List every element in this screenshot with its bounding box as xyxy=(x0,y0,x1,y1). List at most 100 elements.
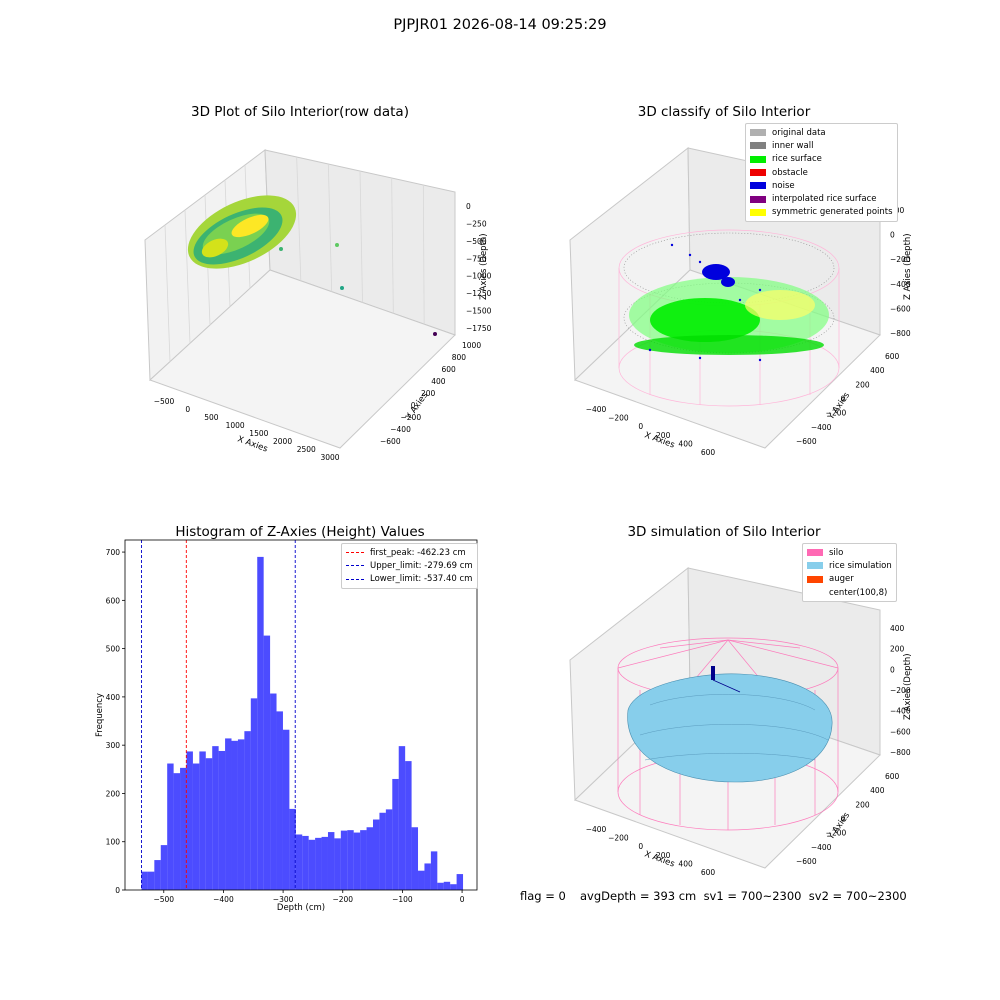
y-tick-label: −600 xyxy=(796,857,817,866)
y-tick-label: 600 xyxy=(885,352,900,361)
legend-label: original data xyxy=(772,127,826,138)
histogram-legend: first_peak: -462.23 cm Upper_limit: -279.… xyxy=(341,543,478,589)
z-tick-label: −1000 xyxy=(466,272,492,281)
histogram-bar xyxy=(186,751,193,890)
histogram-bar xyxy=(154,860,161,890)
legend-swatch xyxy=(750,195,766,203)
x-tick-label: 0 xyxy=(185,405,190,414)
z-tick-label: 400 xyxy=(890,624,905,633)
y-tick-label: −400 xyxy=(390,425,411,434)
z-tick-label: −600 xyxy=(890,727,911,736)
y-tick-label: 300 xyxy=(106,741,121,750)
y-tick-label: 0 xyxy=(115,886,120,895)
z-tick-label: −750 xyxy=(466,254,487,263)
histogram-bar xyxy=(282,729,290,890)
panel1-title: 3D Plot of Silo Interior(row data) xyxy=(191,104,409,120)
x-tick-label: −400 xyxy=(586,825,607,834)
x-tick-label: 400 xyxy=(678,439,693,448)
y-tick-label: 600 xyxy=(442,365,457,374)
histogram-bar xyxy=(212,746,219,890)
panel2-rice-surface xyxy=(629,277,829,355)
z-tick-label: −400 xyxy=(890,707,911,716)
panel4-title: 3D simulation of Silo Interior xyxy=(627,524,821,540)
histogram-bar xyxy=(205,758,213,890)
panel2-title: 3D classify of Silo Interior xyxy=(637,104,811,120)
legend-entry: interpolated rice surface xyxy=(750,192,893,205)
histogram-bar xyxy=(225,738,232,890)
histogram-bar xyxy=(173,773,181,890)
x-tick-label: 3000 xyxy=(320,453,339,462)
x-tick-label: 1500 xyxy=(249,429,268,438)
legend-swatch xyxy=(807,549,823,557)
histogram-bar xyxy=(334,838,341,890)
legend-swatch xyxy=(346,565,364,567)
y-tick-label: −600 xyxy=(380,437,401,446)
x-tick-label: 400 xyxy=(678,859,693,868)
y-tick-label: 200 xyxy=(106,789,121,798)
histogram-bar xyxy=(418,870,425,890)
histogram-bar xyxy=(353,832,361,890)
histogram-bar xyxy=(327,832,335,890)
legend-swatch xyxy=(750,142,766,150)
legend-entry: first_peak: -462.23 cm xyxy=(346,546,473,559)
z-tick-label: −800 xyxy=(890,329,911,338)
x-tick-label: 200 xyxy=(656,431,671,440)
legend-swatch xyxy=(346,578,364,580)
histogram-bar xyxy=(437,882,444,890)
panel4-auger xyxy=(711,666,741,693)
z-tick-label: −1750 xyxy=(466,324,492,333)
y-tick-label: 1000 xyxy=(462,341,481,350)
histogram-bar xyxy=(308,839,316,890)
z-tick-label: 200 xyxy=(890,645,905,654)
legend-label: auger xyxy=(829,574,854,585)
x-tick-label: 0 xyxy=(460,895,465,904)
histogram-bar xyxy=(450,884,457,890)
z-tick-label: 0 xyxy=(890,665,895,674)
histogram-bar xyxy=(147,871,155,890)
legend-swatch xyxy=(346,552,364,554)
z-tick-label: −400 xyxy=(890,280,911,289)
histogram-bar xyxy=(141,871,148,890)
legend-label: inner wall xyxy=(772,140,814,151)
x-tick-label: 2500 xyxy=(297,445,316,454)
legend-label: rice simulation xyxy=(829,560,892,571)
histogram-bar xyxy=(360,830,367,890)
histogram-bar xyxy=(366,827,373,890)
z-tick-label: 0 xyxy=(466,202,471,211)
histogram-bar xyxy=(398,746,406,890)
legend-entry: Lower_limit: -537.40 cm xyxy=(346,573,473,586)
panel2-zlabel: Z Axies (Depth) xyxy=(903,233,913,300)
y-tick-label: 800 xyxy=(452,353,467,362)
legend-entry: center(100,8) xyxy=(807,586,892,599)
legend-entry: original data xyxy=(750,126,893,139)
histogram-bar xyxy=(263,635,271,890)
x-tick-label: 2000 xyxy=(273,437,292,446)
panel4-legend: silo rice simulation auger center(100,8) xyxy=(802,543,897,603)
y-tick-label: 200 xyxy=(421,389,436,398)
histogram-bar xyxy=(321,836,328,890)
legend-entry: obstacle xyxy=(750,166,893,179)
histogram-bar xyxy=(405,761,412,890)
z-tick-label: −1250 xyxy=(466,289,492,298)
z-tick-label: −600 xyxy=(890,304,911,313)
legend-label: obstacle xyxy=(772,167,808,178)
y-tick-label: 400 xyxy=(106,693,121,702)
x-tick-label: 600 xyxy=(701,868,716,877)
histogram-bar xyxy=(276,711,283,890)
panel4-zlabel: Z Axies (Depth) xyxy=(903,653,913,720)
x-tick-label: −400 xyxy=(213,895,234,904)
histogram-bar xyxy=(250,698,258,890)
y-tick-label: 400 xyxy=(870,786,885,795)
panel2-noise xyxy=(648,243,762,362)
y-tick-label: −200 xyxy=(826,829,847,838)
footer-avg-depth: avgDepth = 393 cm sv1 = 700~2300 sv2 = 7… xyxy=(580,889,907,903)
legend-entry: silo xyxy=(807,546,892,559)
y-tick-label: 400 xyxy=(431,377,446,386)
histogram-bar xyxy=(424,863,431,890)
panel1-zlabel: Z Axies (Depth) xyxy=(479,233,489,300)
x-tick-label: −200 xyxy=(608,834,629,843)
